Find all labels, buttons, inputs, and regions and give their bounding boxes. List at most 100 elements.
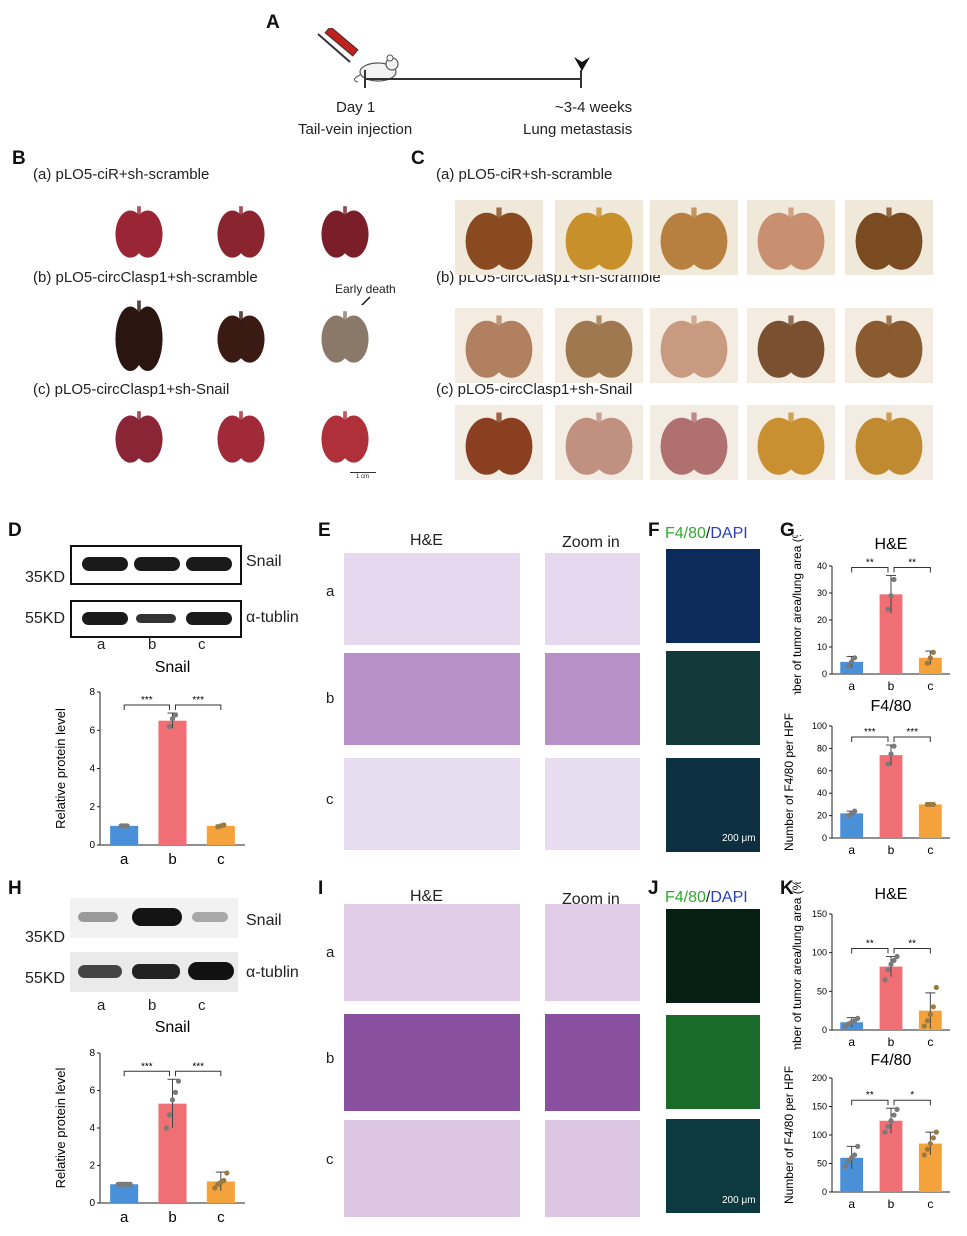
chart-title: Snail <box>155 659 191 676</box>
significance-label: ** <box>866 939 874 950</box>
significance-bracket <box>123 1070 170 1077</box>
lung-photo-c <box>747 405 835 480</box>
significance-bracket <box>893 1099 931 1106</box>
if-image <box>666 1015 760 1109</box>
data-point <box>930 1135 936 1141</box>
lane-a-h: a <box>97 997 106 1014</box>
lung-photo-c <box>455 200 543 275</box>
bar <box>918 804 942 838</box>
significance-bracket <box>893 736 931 743</box>
lung-photo-b <box>314 305 376 367</box>
x-tick-label: b <box>888 1197 895 1211</box>
x-tick-label: a <box>120 851 129 868</box>
f480-title-j: F4/80/DAPI <box>665 889 748 907</box>
bar <box>918 657 942 674</box>
data-point <box>166 1112 173 1118</box>
data-point <box>175 1078 182 1084</box>
data-point <box>885 1123 891 1130</box>
western-blot-tublin-h <box>70 952 238 992</box>
chart-g2: F4/80 Number of F4/80 per HPF 0 20 40 60 80 100… <box>782 698 950 857</box>
significance-bracket <box>893 948 931 954</box>
western-blot-tublin-d <box>70 600 242 638</box>
y-tick-label: 0 <box>822 669 827 679</box>
timeline-weeks: ~3-4 weeks <box>555 99 633 116</box>
timeline-day1: Day 1 <box>336 99 376 116</box>
lane-b-d: b <box>148 636 157 653</box>
lane-c-h: c <box>198 997 206 1014</box>
bar <box>879 755 903 838</box>
lung-photo-c <box>555 200 643 275</box>
lung-photo-b <box>210 305 272 367</box>
data-point <box>169 716 176 722</box>
y-tick-label: 6 <box>89 725 95 736</box>
lung-photo-b <box>108 292 170 377</box>
significance-label: *** <box>864 727 876 738</box>
data-point <box>855 1143 861 1149</box>
bar <box>879 1120 903 1192</box>
y-tick-label: 6 <box>89 1086 95 1097</box>
significance-label: ** <box>866 1090 874 1101</box>
data-point <box>888 593 894 599</box>
scale-bar-b <box>350 472 376 473</box>
data-point <box>924 1018 930 1024</box>
lung-photo-c <box>747 308 835 383</box>
x-tick-label: c <box>927 1197 933 1211</box>
y-tick-label: 40 <box>817 788 827 798</box>
panel-label-b: B <box>12 148 26 169</box>
western-blot-snail-d <box>70 545 242 585</box>
dapi-text-f: DAPI <box>710 525 748 542</box>
he-row-label: a <box>326 944 335 961</box>
data-point <box>933 984 939 991</box>
data-point <box>930 801 936 807</box>
lane-a-d: a <box>97 636 106 653</box>
bar <box>110 825 139 845</box>
x-tick-label: a <box>848 1035 855 1049</box>
chart-title: H&E <box>875 536 908 553</box>
timeline-tick-start <box>364 70 366 88</box>
data-point <box>888 751 894 757</box>
y-tick-label: 20 <box>817 811 827 821</box>
chart-d: Snail Relative protein level 0 2 4 6 8 a b c *** **… <box>53 659 245 868</box>
panel-label-i: I <box>318 878 324 899</box>
data-point <box>930 1004 936 1010</box>
lung-photo-c <box>650 405 738 480</box>
bar <box>110 1184 139 1203</box>
y-tick-label: 40 <box>817 561 827 571</box>
y-tick-label: 4 <box>89 764 95 775</box>
lung-photo-b <box>210 200 272 262</box>
data-point <box>843 1163 849 1169</box>
x-tick-label: a <box>120 1209 129 1226</box>
y-tick-label: 0 <box>89 840 95 851</box>
data-point <box>163 1125 170 1131</box>
bar <box>840 661 864 674</box>
y-tick-label: 150 <box>812 1102 827 1112</box>
lung-photo-c <box>455 308 543 383</box>
group-c-label-c: (c) pLO5-circClasp1+sh-Snail <box>436 381 633 398</box>
he-section <box>344 1014 520 1111</box>
he-row-label: b <box>326 690 335 707</box>
y-tick-label: 2 <box>89 802 95 813</box>
x-tick-label: b <box>888 843 895 857</box>
data-point <box>885 606 891 612</box>
y-tick-label: 20 <box>817 615 827 625</box>
if-image <box>666 909 760 1003</box>
panel-label-f: F <box>648 520 660 541</box>
lung-photo-c <box>650 308 738 383</box>
significance-bracket <box>851 566 889 573</box>
group-a-label-c: (a) pLO5-ciR+sh-scramble <box>436 166 613 183</box>
lung-photo-c <box>455 405 543 480</box>
data-point <box>924 660 930 666</box>
lung-photo-c <box>555 308 643 383</box>
arrow-down-icon <box>574 57 590 71</box>
y-tick-label: 0 <box>822 1187 827 1197</box>
if-image <box>666 549 760 643</box>
y-tick-label: 30 <box>817 588 827 598</box>
data-point <box>927 1140 933 1147</box>
timeline-injection: Tail-vein injection <box>298 121 413 138</box>
data-point <box>212 1185 218 1191</box>
he-zoom <box>545 904 640 1001</box>
he-title-e: H&E <box>410 532 443 549</box>
y-tick-label: 100 <box>812 948 827 958</box>
x-tick-label: c <box>217 851 225 868</box>
y-axis-label: Number of F4/80 per HPF <box>782 1066 796 1204</box>
